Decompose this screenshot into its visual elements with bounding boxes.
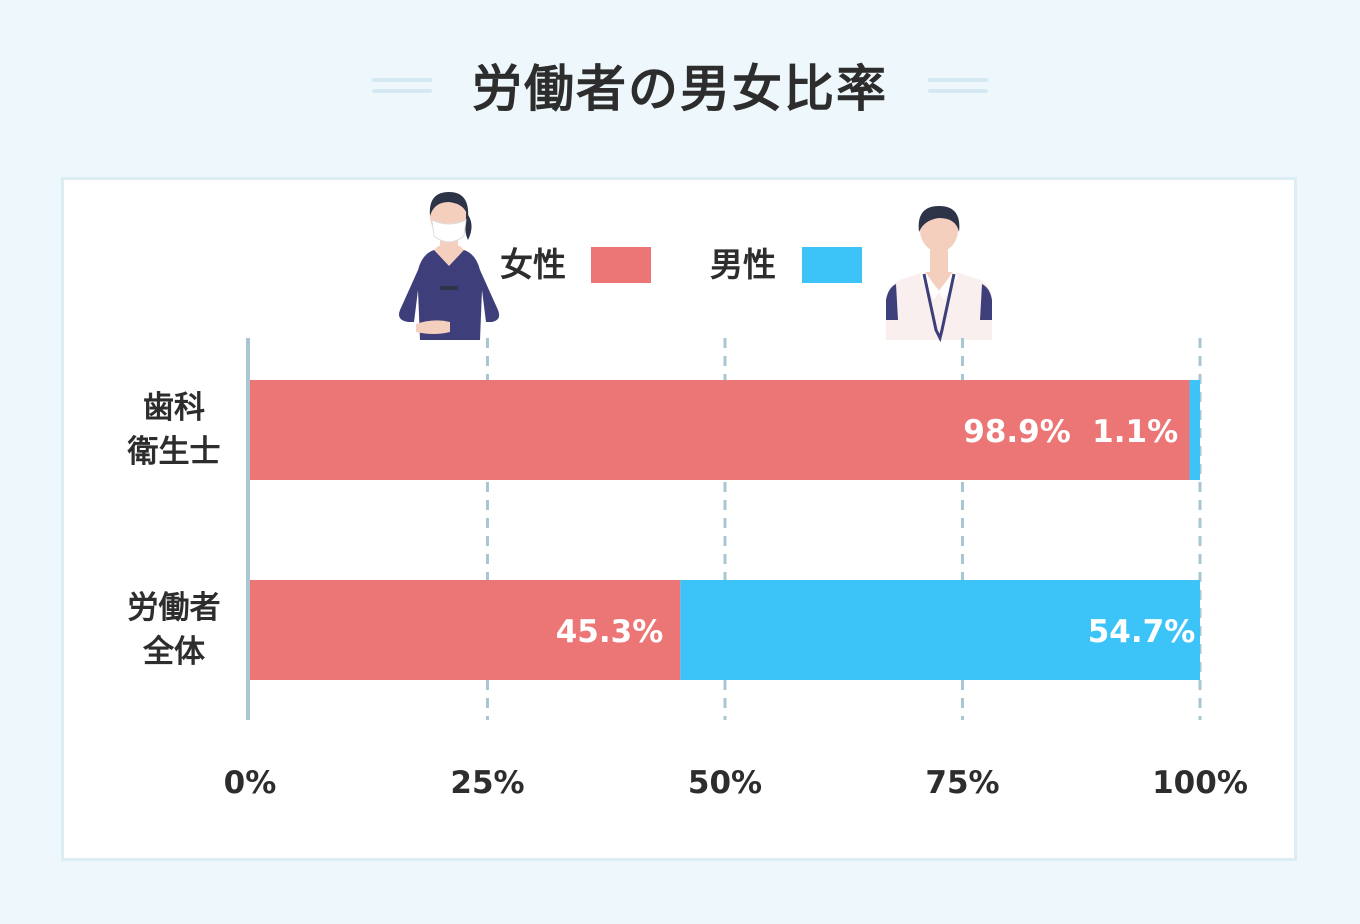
chart-title: 労働者の男女比率	[472, 60, 888, 118]
category-label-line: 全体	[143, 634, 205, 670]
title-decoration-left	[372, 77, 432, 93]
bar-value-label: 54.7%	[1088, 614, 1196, 650]
legend-swatch-female	[591, 247, 651, 283]
x-tick-label: 25%	[450, 765, 524, 801]
bar-value-label: 1.1%	[1092, 414, 1178, 450]
title-decoration-right	[928, 77, 988, 93]
bar-segment	[1189, 380, 1200, 480]
category-label-line: 歯科	[143, 390, 205, 426]
nurse-woman-icon	[399, 192, 500, 340]
category-label-line: 労働者	[127, 590, 221, 626]
x-tick-label: 75%	[925, 765, 999, 801]
bar-segment	[680, 580, 1200, 680]
legend-label-male: 男性	[710, 245, 776, 284]
legend-label-female: 女性	[500, 245, 566, 284]
bar-value-label: 45.3%	[556, 614, 664, 650]
x-tick-label: 0%	[224, 765, 277, 801]
bars: 98.9% 1.1% 45.3% 54.7%	[250, 380, 1200, 680]
title-row: 労働者の男女比率	[0, 40, 1360, 130]
x-tick-label: 50%	[688, 765, 762, 801]
category-label-line: 衛生士	[127, 434, 221, 470]
stacked-bar-chart: 女性 男性 98.9% 1.1% 45.3% 54.7% 0% 25% 50% 75% 100…	[224, 192, 1248, 801]
x-tick-label: 100%	[1152, 765, 1248, 801]
bar-segment	[250, 580, 681, 680]
category-label-dental-hygienist: 歯科 衛生士	[109, 386, 239, 474]
office-worker-icon	[886, 206, 992, 343]
category-label-all-workers: 労働者 全体	[109, 586, 239, 674]
bar-value-label: 98.9%	[963, 414, 1071, 450]
x-tick-labels: 0% 25% 50% 75% 100%	[224, 765, 1248, 801]
bar-segment	[250, 380, 1190, 480]
chart-panel: 女性 男性 98.9% 1.1% 45.3% 54.7% 0% 25% 50% 75% 100…	[61, 177, 1297, 861]
legend-swatch-male	[802, 247, 862, 283]
